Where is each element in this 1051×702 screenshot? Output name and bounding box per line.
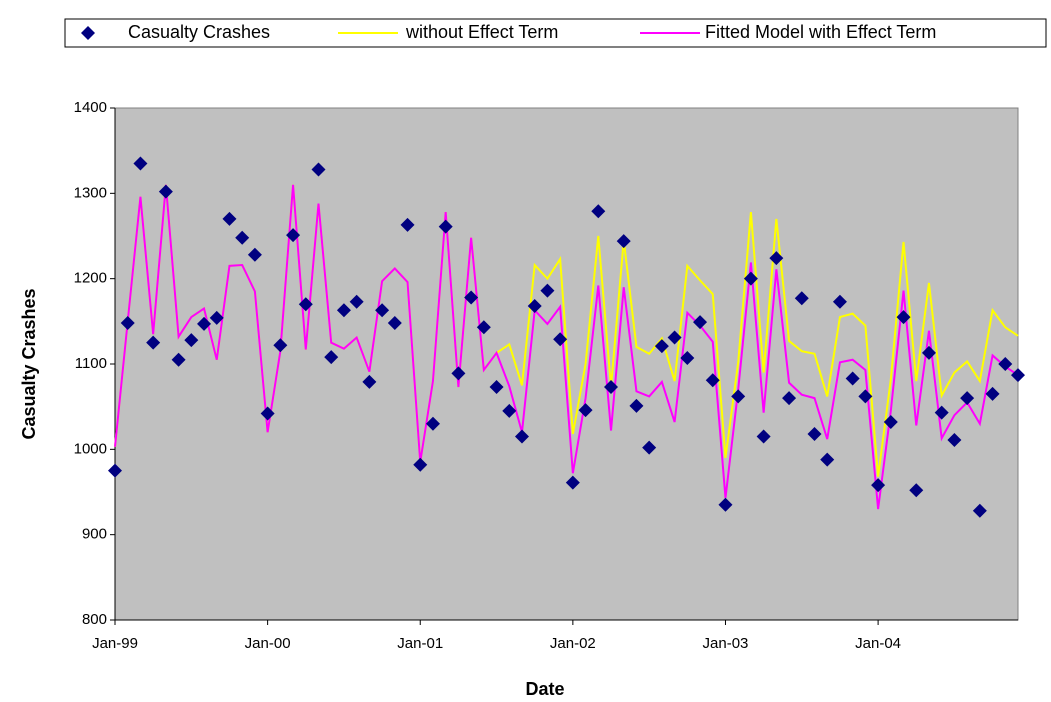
legend-label: Fitted Model with Effect Term bbox=[705, 22, 936, 42]
data-point bbox=[960, 391, 975, 406]
data-point bbox=[438, 219, 453, 234]
plot-area bbox=[114, 107, 1019, 621]
data-point bbox=[324, 350, 339, 365]
data-point bbox=[476, 320, 491, 335]
data-point bbox=[400, 217, 415, 232]
data-point bbox=[527, 298, 542, 313]
data-point bbox=[654, 339, 669, 354]
data-point bbox=[146, 335, 161, 350]
legend-marker bbox=[81, 26, 95, 40]
x-tick-label: Jan-02 bbox=[550, 635, 596, 652]
x-tick-label: Jan-00 bbox=[245, 635, 291, 652]
data-point bbox=[120, 316, 135, 331]
data-point bbox=[540, 283, 555, 298]
data-point bbox=[1011, 368, 1025, 383]
y-tick-label: 800 bbox=[82, 611, 107, 628]
x-axis-title: Date bbox=[525, 679, 564, 699]
data-point bbox=[693, 315, 708, 330]
data-point bbox=[883, 415, 898, 430]
x-tick-label: Jan-99 bbox=[92, 635, 138, 652]
data-point bbox=[642, 440, 657, 455]
data-point bbox=[909, 483, 924, 498]
data-point bbox=[591, 204, 606, 219]
data-point bbox=[972, 503, 987, 518]
data-point bbox=[921, 345, 936, 360]
data-point bbox=[171, 352, 186, 367]
data-point bbox=[209, 310, 224, 325]
data-point bbox=[362, 374, 377, 389]
data-point bbox=[425, 416, 440, 431]
data-point bbox=[769, 251, 784, 266]
y-tick-label: 1000 bbox=[74, 440, 107, 457]
data-point bbox=[845, 371, 860, 386]
y-tick-label: 1300 bbox=[74, 184, 107, 201]
data-point bbox=[794, 291, 809, 306]
data-point bbox=[680, 351, 695, 366]
data-point bbox=[667, 330, 682, 345]
data-point bbox=[807, 426, 822, 441]
data-point bbox=[451, 366, 466, 381]
data-point bbox=[464, 290, 479, 305]
legend-label: Casualty Crashes bbox=[128, 22, 270, 42]
data-point bbox=[578, 403, 593, 418]
data-point bbox=[413, 457, 428, 472]
data-point bbox=[298, 297, 313, 312]
data-point bbox=[311, 162, 326, 177]
data-point bbox=[260, 406, 275, 421]
data-point bbox=[782, 391, 797, 406]
data-point bbox=[375, 303, 390, 318]
data-point bbox=[133, 156, 148, 171]
data-point bbox=[998, 357, 1013, 371]
data-point bbox=[705, 373, 720, 388]
data-point bbox=[514, 429, 529, 444]
data-point bbox=[489, 380, 504, 395]
data-point bbox=[273, 338, 288, 353]
data-point bbox=[336, 303, 351, 318]
data-point bbox=[222, 211, 237, 226]
data-point bbox=[731, 389, 746, 404]
data-point bbox=[756, 429, 771, 444]
x-tick-label: Jan-04 bbox=[855, 635, 901, 652]
data-point bbox=[743, 271, 758, 286]
data-point bbox=[896, 310, 911, 325]
data-point bbox=[235, 230, 250, 245]
data-point bbox=[553, 332, 568, 347]
y-axis-title: Casualty Crashes bbox=[19, 288, 39, 439]
data-point bbox=[629, 398, 644, 413]
x-tick-label: Jan-01 bbox=[397, 635, 443, 652]
y-tick-label: 1100 bbox=[75, 355, 107, 372]
data-point bbox=[197, 316, 212, 331]
x-tick-label: Jan-03 bbox=[703, 635, 749, 652]
y-tick-label: 1200 bbox=[74, 270, 107, 287]
data-point bbox=[158, 184, 173, 199]
data-point bbox=[832, 294, 847, 309]
data-point bbox=[947, 432, 962, 447]
data-point bbox=[349, 294, 364, 309]
data-point bbox=[565, 475, 580, 490]
y-tick-label: 900 bbox=[82, 526, 107, 543]
data-point bbox=[286, 228, 301, 243]
data-point bbox=[934, 405, 949, 420]
data-point bbox=[247, 247, 262, 262]
data-point bbox=[871, 478, 886, 493]
legend-label: without Effect Term bbox=[405, 22, 558, 42]
data-point bbox=[387, 316, 402, 331]
legend-box bbox=[64, 18, 1047, 48]
data-point bbox=[108, 463, 122, 478]
data-point bbox=[858, 389, 873, 404]
y-tick-label: 1400 bbox=[74, 99, 107, 116]
data-point bbox=[604, 380, 619, 395]
data-point bbox=[820, 452, 835, 467]
data-point bbox=[502, 403, 517, 418]
data-point bbox=[616, 234, 631, 249]
data-point bbox=[718, 497, 733, 512]
data-point bbox=[184, 333, 199, 348]
data-point bbox=[985, 386, 1000, 401]
